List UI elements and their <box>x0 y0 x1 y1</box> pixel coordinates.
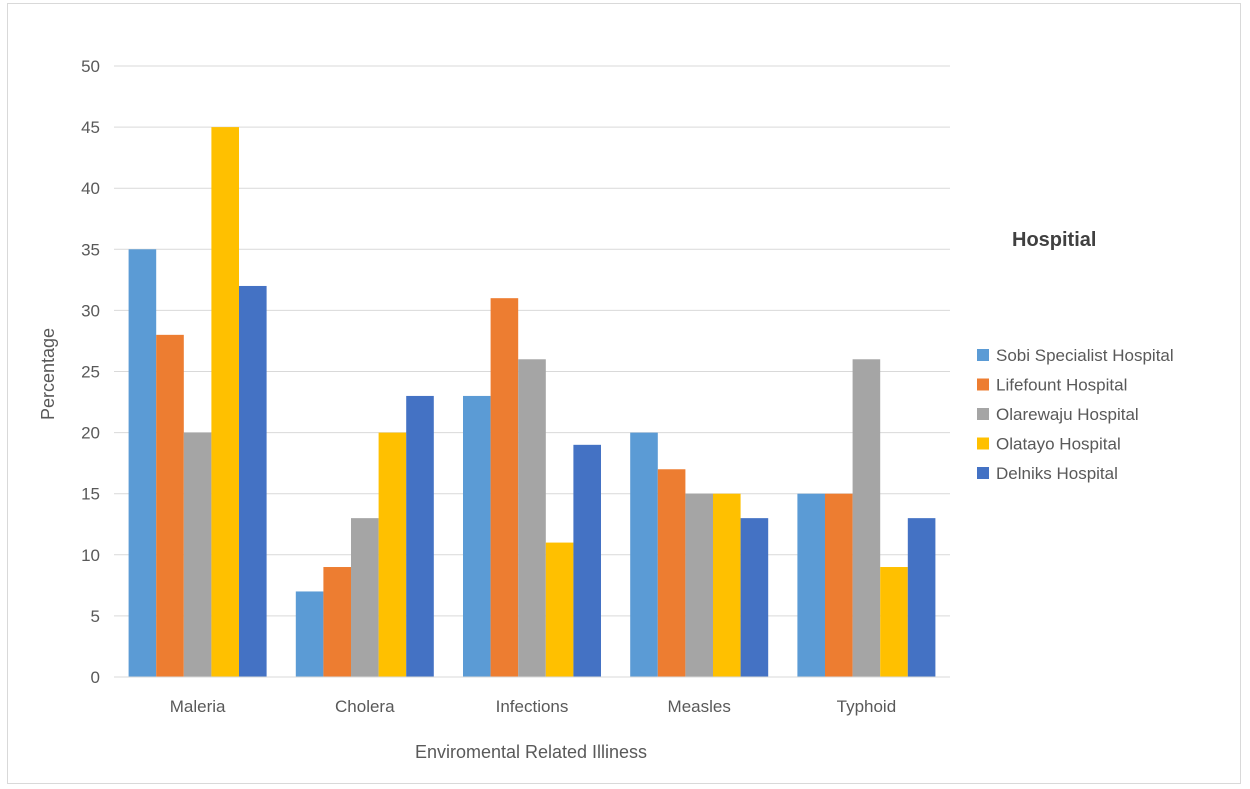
x-axis-ticks: Maleria Cholera Infections Measles Typhoid <box>170 697 896 716</box>
x-tick-label: Typhoid <box>837 697 897 716</box>
bar <box>797 493 825 677</box>
y-axis-ticks: 0 5 10 15 20 25 30 35 40 45 50 <box>81 57 100 687</box>
bar <box>239 285 267 677</box>
bar <box>518 359 546 677</box>
x-axis-title: Enviromental Related Illiness <box>415 742 647 762</box>
y-tick-label: 30 <box>81 301 100 320</box>
y-tick-label: 35 <box>81 240 100 259</box>
bar <box>685 493 713 677</box>
y-axis-title: Percentage <box>38 328 58 420</box>
bar <box>852 359 881 677</box>
y-tick-label: 25 <box>81 363 100 382</box>
bar <box>406 395 434 677</box>
bar <box>211 127 239 678</box>
bar <box>657 469 686 677</box>
bar <box>825 493 853 677</box>
legend-swatch <box>977 437 989 450</box>
y-tick-label: 40 <box>81 179 100 198</box>
y-tick-label: 20 <box>81 424 100 443</box>
x-tick-label: Measles <box>668 697 731 716</box>
y-tick-label: 5 <box>91 607 100 626</box>
legend-swatch <box>977 378 989 391</box>
legend-title: Hospitial <box>1012 229 1096 251</box>
x-tick-label: Cholera <box>335 697 395 716</box>
legend-label: Lifefount Hospital <box>996 376 1127 395</box>
bar <box>323 567 351 677</box>
bar <box>490 298 519 677</box>
bars <box>128 127 936 678</box>
bar <box>907 518 936 677</box>
y-tick-label: 15 <box>81 485 100 504</box>
x-tick-label: Maleria <box>170 697 226 716</box>
y-tick-label: 50 <box>81 57 100 76</box>
y-tick-label: 0 <box>91 668 100 687</box>
legend-swatch <box>977 408 989 420</box>
legend-label: Sobi Specialist Hospital <box>996 346 1174 365</box>
legend-label: Delniks Hospital <box>996 464 1118 483</box>
bar <box>880 567 908 677</box>
bar <box>156 334 184 677</box>
bar <box>295 591 324 677</box>
bar <box>463 395 491 677</box>
bar <box>740 518 769 677</box>
bar <box>630 432 658 677</box>
bar <box>183 432 212 677</box>
legend-swatch <box>977 467 989 479</box>
bar <box>378 432 407 677</box>
bar <box>128 249 157 678</box>
bar <box>545 542 574 677</box>
bar <box>351 518 379 677</box>
legend-label: Olatayo Hospital <box>996 435 1121 454</box>
bar <box>573 444 601 677</box>
x-tick-label: Infections <box>496 697 569 716</box>
legend-label: Olarewaju Hospital <box>996 405 1139 424</box>
y-tick-label: 45 <box>81 118 100 137</box>
y-tick-label: 10 <box>81 546 100 565</box>
bar <box>713 493 741 677</box>
legend: Sobi Specialist Hospital Lifefount Hospit… <box>977 346 1174 483</box>
legend-swatch <box>977 349 989 361</box>
